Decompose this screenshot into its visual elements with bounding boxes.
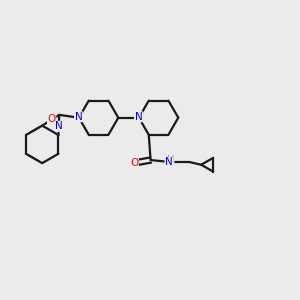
Text: N: N <box>75 112 82 122</box>
Text: N: N <box>135 112 142 122</box>
Text: O: O <box>47 114 56 124</box>
Text: N: N <box>165 158 173 167</box>
Text: H: H <box>167 154 174 165</box>
Text: N: N <box>56 121 63 131</box>
Text: O: O <box>130 158 138 168</box>
